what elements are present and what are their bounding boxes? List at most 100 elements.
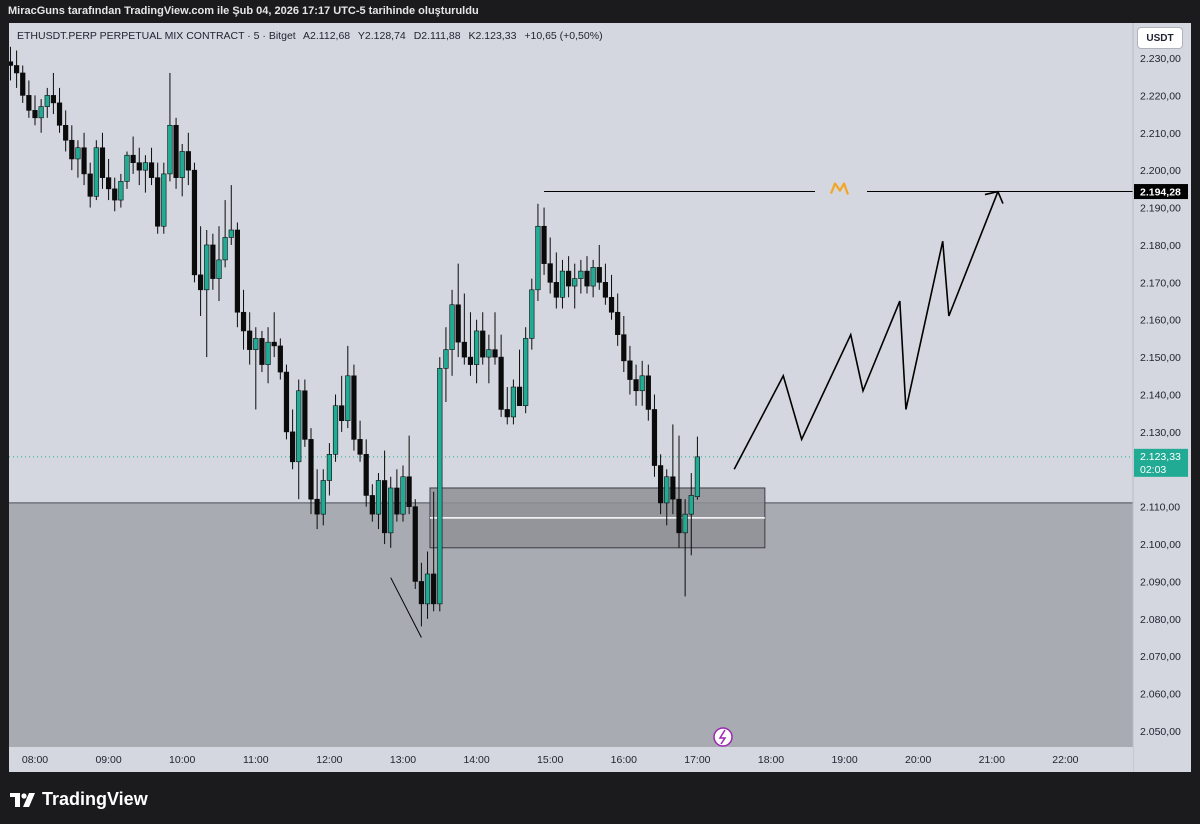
candle-body xyxy=(56,102,63,126)
candle-body xyxy=(130,154,136,163)
candle-body xyxy=(289,431,296,463)
current-price-value: 2.123,33 xyxy=(1140,451,1181,463)
price-tick-label: 2.170,00 xyxy=(1140,277,1181,289)
candle-body xyxy=(314,498,320,515)
footer: TradingView xyxy=(0,772,1200,824)
candle-body xyxy=(198,274,204,291)
candle-body xyxy=(455,304,461,343)
price-tick-label: 2.130,00 xyxy=(1140,427,1181,439)
price-tick-label: 2.100,00 xyxy=(1140,539,1181,551)
candle-body xyxy=(63,125,69,141)
candle-body xyxy=(112,188,118,201)
time-tick-label: 18:00 xyxy=(758,754,784,766)
candle-body xyxy=(222,237,228,261)
candle-body xyxy=(136,162,142,171)
candle-body xyxy=(93,147,99,197)
symbol-legend[interactable]: ETHUSDT.PERP PERPETUAL MIX CONTRACT · 5 … xyxy=(17,30,608,42)
trendline[interactable] xyxy=(390,577,422,638)
candle-body xyxy=(118,181,124,201)
time-tick-label: 14:00 xyxy=(463,754,489,766)
candle-body xyxy=(173,125,179,178)
price-tick-label: 2.180,00 xyxy=(1140,240,1181,252)
candle-body xyxy=(565,270,572,287)
candle-body xyxy=(363,454,369,496)
candles-group xyxy=(9,46,700,627)
flash-icon[interactable] xyxy=(713,727,733,747)
candle-body xyxy=(9,61,14,66)
candle-body xyxy=(572,278,578,287)
candle-body xyxy=(351,375,357,440)
high-value: Y2.128,74 xyxy=(357,30,406,42)
candle-countdown: 02:03 xyxy=(1140,464,1166,476)
candle-body xyxy=(283,371,290,433)
time-tick-label: 13:00 xyxy=(390,754,416,766)
candle-body xyxy=(302,390,308,440)
candle-body xyxy=(461,341,467,358)
candle-body xyxy=(20,72,26,96)
time-tick-label: 17:00 xyxy=(684,754,710,766)
candle-body xyxy=(14,65,20,74)
candle-body xyxy=(44,95,50,107)
candle-body xyxy=(210,244,216,279)
candle-body xyxy=(418,581,425,605)
price-tick-label: 2.110,00 xyxy=(1140,502,1180,514)
candle-body xyxy=(69,139,75,160)
price-tick-label: 2.230,00 xyxy=(1140,53,1181,65)
currency-button[interactable]: USDT xyxy=(1137,27,1183,49)
candle-body xyxy=(633,379,639,392)
price-tick-label: 2.060,00 xyxy=(1140,689,1181,701)
candle-body xyxy=(357,439,363,455)
time-tick-label: 16:00 xyxy=(611,754,637,766)
price-tick-label: 2.050,00 xyxy=(1140,726,1181,738)
price-tick-label: 2.150,00 xyxy=(1140,352,1181,364)
time-axis-ticks: 08:00 09:00 10:00 11:00 12:00 13:00 14:00 15:00… xyxy=(22,754,1079,766)
chart-frame[interactable]: 2.230,00 2.220,00 2.210,00 2.200,00 2.190,00… xyxy=(9,23,1191,772)
candle-body xyxy=(216,259,222,279)
candle-body xyxy=(296,390,302,463)
candle-body xyxy=(651,409,658,466)
time-tick-label: 21:00 xyxy=(979,754,1005,766)
candle-body xyxy=(694,456,700,497)
candle-body xyxy=(639,375,645,392)
candle-body xyxy=(535,225,541,291)
price-axis[interactable] xyxy=(1133,23,1191,772)
candle-body xyxy=(345,375,351,421)
candle-body xyxy=(547,263,553,283)
price-tick-label: 2.070,00 xyxy=(1140,651,1181,663)
candle-body xyxy=(498,356,504,410)
candle-body xyxy=(664,476,670,504)
candle-body xyxy=(259,338,265,365)
projection-path[interactable] xyxy=(733,191,999,470)
candle-body xyxy=(584,270,590,287)
candle-body xyxy=(516,386,523,407)
candle-body xyxy=(179,151,185,178)
time-tick-label: 09:00 xyxy=(95,754,121,766)
svg-text:2.194,28: 2.194,28 xyxy=(1140,187,1181,199)
time-axis[interactable] xyxy=(9,747,1133,772)
candle-body xyxy=(688,495,694,515)
candle-body xyxy=(541,225,547,264)
candle-body xyxy=(473,330,480,365)
target-price-label: 2.194,28 xyxy=(1134,184,1188,200)
candle-body xyxy=(596,267,602,283)
tradingview-brand: TradingView xyxy=(42,789,148,809)
candle-body xyxy=(559,270,566,298)
candle-body xyxy=(486,349,492,358)
price-tick-label: 2.080,00 xyxy=(1140,614,1181,626)
time-tick-label: 08:00 xyxy=(22,754,48,766)
price-tick-label: 2.140,00 xyxy=(1140,390,1181,402)
price-tick-label: 2.200,00 xyxy=(1140,165,1181,177)
price-chart[interactable]: 2.230,00 2.220,00 2.210,00 2.200,00 2.190,00… xyxy=(9,23,1191,772)
symbol-info[interactable]: ETHUSDT.PERP PERPETUAL MIX CONTRACT · 5 … xyxy=(17,30,296,42)
candle-body xyxy=(645,375,651,410)
change-value: +10,65 (+0,50%) xyxy=(524,30,603,42)
candle-body xyxy=(578,270,584,279)
candle-body xyxy=(467,356,474,365)
candle-body xyxy=(240,311,247,332)
candle-body xyxy=(142,162,149,171)
tradingview-logo[interactable]: TradingView xyxy=(10,789,148,810)
drawings-group xyxy=(390,182,1133,638)
candle-body xyxy=(99,147,106,178)
alert-m-icon[interactable] xyxy=(829,182,850,195)
candle-body xyxy=(492,349,498,358)
